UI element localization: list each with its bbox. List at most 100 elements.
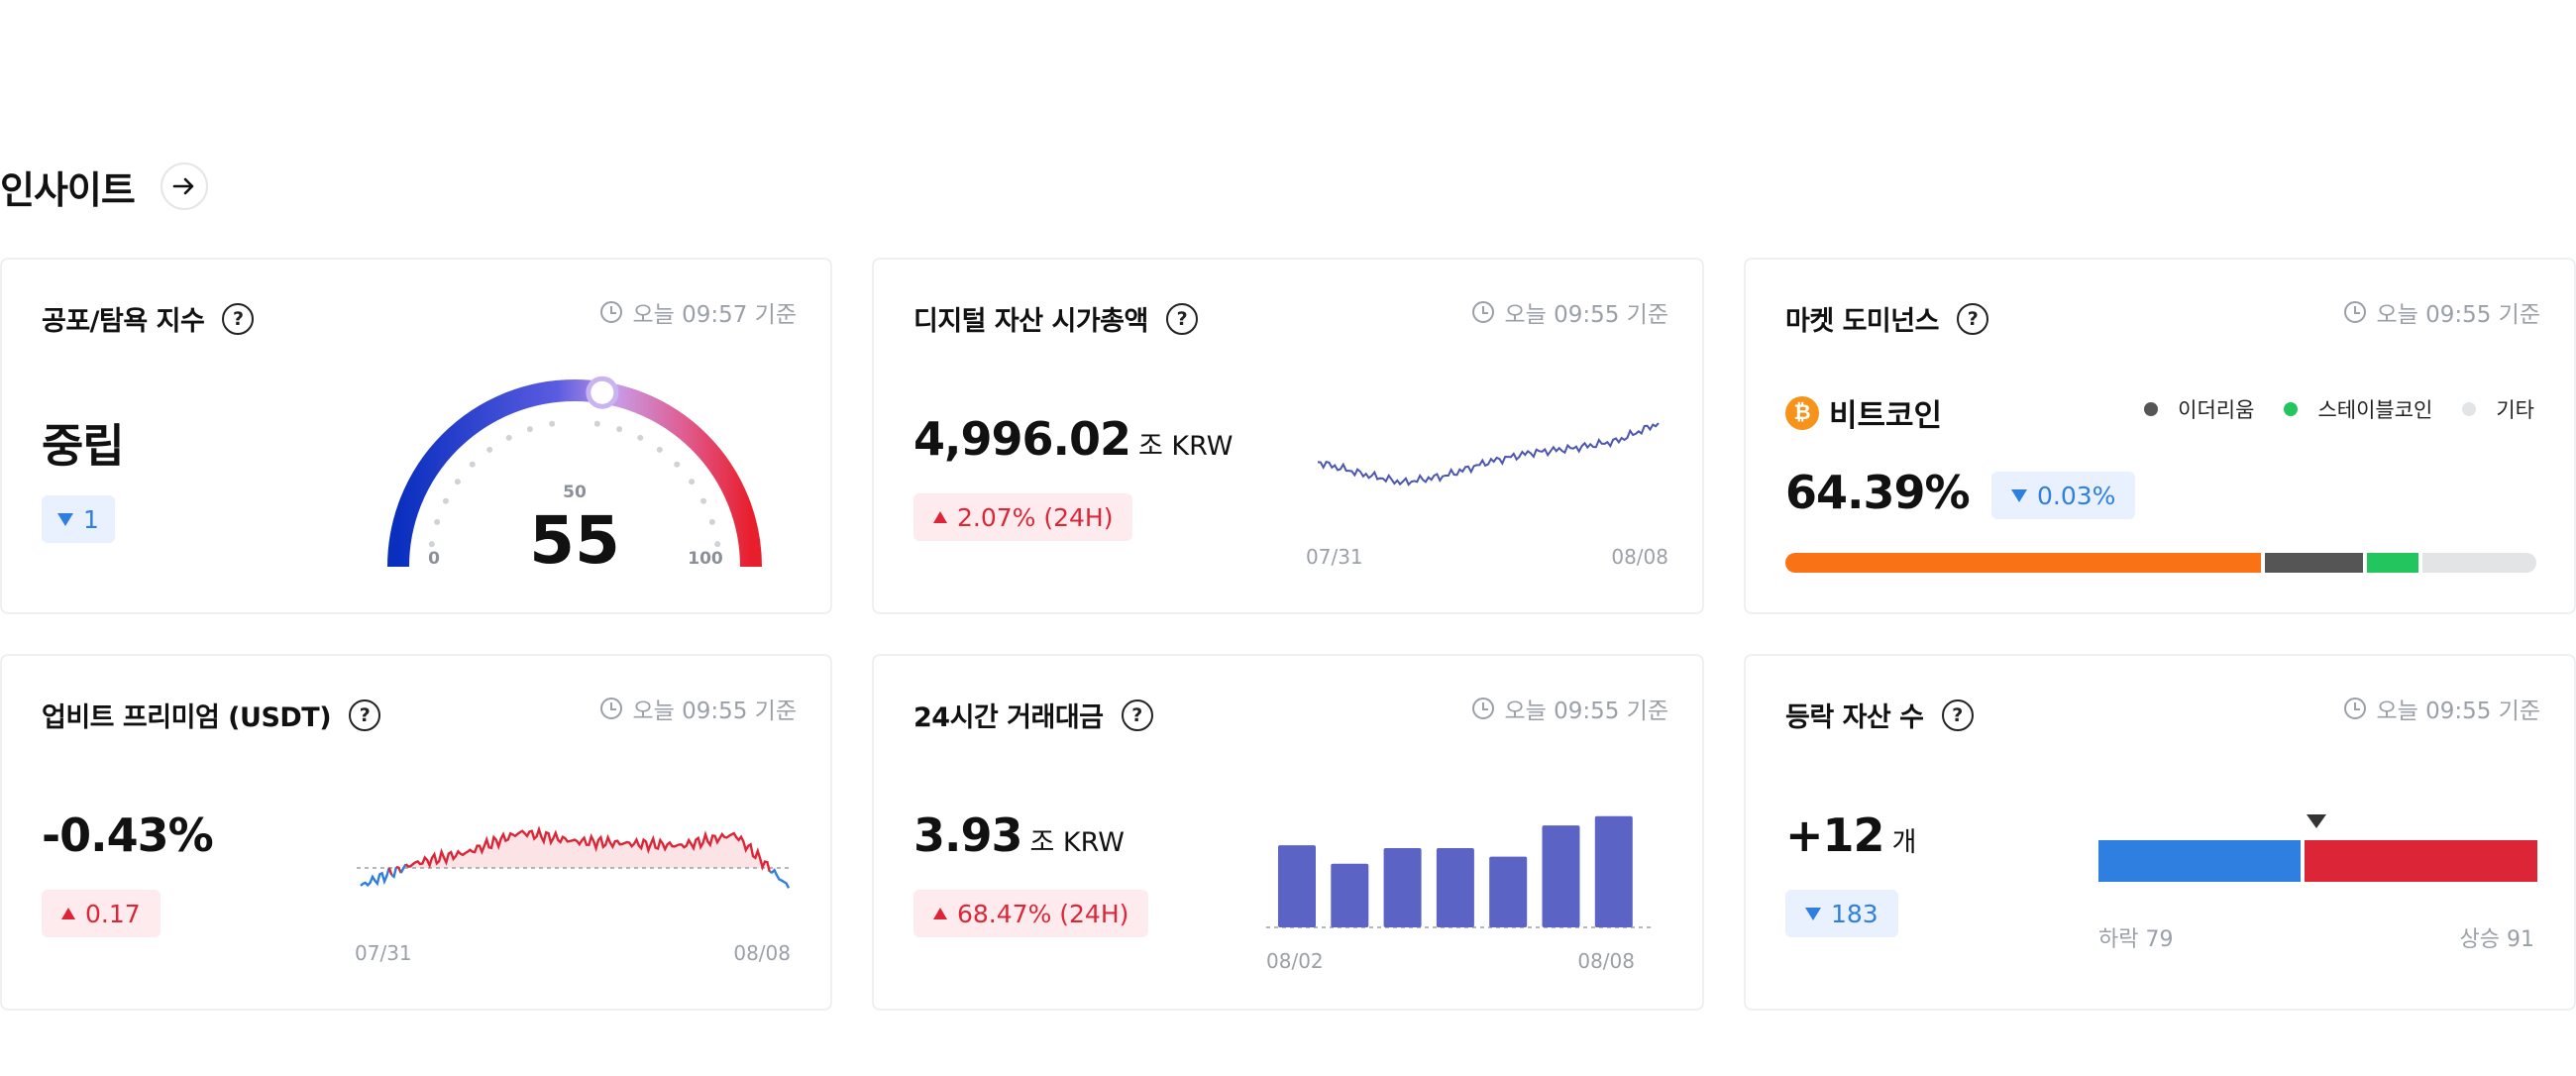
card-title: 등락 자산 수 ? [1785,696,1974,734]
rising-segment [2305,840,2537,882]
gauge-tick [689,479,696,485]
sentiment-label: 중립 [42,419,125,473]
legend-label: 기타 [2496,398,2534,422]
volume-card[interactable]: 24시간 거래대금 ? 오늘 09:55 기준 3.93 조 KRW 68.47%… [872,654,1704,1011]
legend-dot [2144,402,2159,416]
gauge-ticks [428,420,721,548]
dominance-segment-ethereum [2265,553,2363,573]
volume-bar [1278,845,1316,927]
volume-bar-chart [1266,815,1653,928]
change-badge: 0.17 [42,890,161,937]
upbit-premium-card[interactable]: 업비트 프리미엄 (USDT) ? 오늘 09:55 기준 -0.43% 0.1… [0,654,832,1011]
arrow-right-icon[interactable] [160,162,208,210]
change-badge: 68.47% (24H) [913,890,1149,937]
x-axis-start: 07/31 [1306,545,1363,569]
legend-dot [2284,402,2299,416]
value-unit: 조 KRW [1029,827,1126,858]
timestamp: 오늘 09:55 기준 [2344,692,2540,725]
gauge-tick [434,518,441,525]
dominance-segment-other [2422,553,2536,573]
gauge-tick [593,420,600,427]
premium-series-line [390,866,398,879]
advancers-card[interactable]: 등락 자산 수 ? 오늘 09:55 기준 +12 개 183 하락 79 상승 … [1744,654,2576,1011]
card-title: 업비트 프리미엄 (USDT) ? [42,696,381,734]
legend-label: 스테이블코인 [2317,398,2433,422]
clock-icon [600,698,623,719]
timestamp: 오늘 09:55 기준 [600,692,797,725]
balance-marker-icon [2306,814,2326,828]
dominance-segment-bitcoin [1785,553,2262,573]
premium-positive-area [361,829,789,868]
clock-icon [2344,301,2367,323]
timestamp: 오늘 09:55 기준 [1472,295,1668,329]
volume-bar [1331,863,1369,927]
bitcoin-icon: ₿ [1785,395,1819,430]
help-icon[interactable]: ? [1165,302,1198,335]
timestamp-text: 오늘 09:55 기준 [1504,699,1668,724]
volume-bar [1489,856,1528,927]
gauge-tick [674,461,681,468]
change-value: 68.47% (24H) [957,899,1129,928]
change-badge: 1 [42,495,115,543]
volume-value: 3.93 조 KRW [913,808,1125,862]
x-axis-start: 07/31 [355,941,412,965]
up-triangle-icon [933,908,947,919]
volume-bar [1383,848,1422,927]
gauge-tick [526,426,533,433]
value-number: +12 [1785,808,1885,862]
value-number: 3.93 [913,808,1022,862]
down-triangle-icon [57,512,73,526]
volume-title: 24시간 거래대금 [913,702,1104,733]
gauge-min-label: 0 [428,549,440,569]
dominance-value: 64.39% [1785,466,1971,519]
premium-series-line [360,867,390,888]
market-cap-title: 디지털 자산 시가총액 [913,306,1148,337]
timestamp: 오늘 09:55 기준 [1472,692,1668,725]
legend-item-other: 기타 [2462,394,2534,424]
card-title: 마켓 도미넌스 ? [1785,299,1988,338]
help-icon[interactable]: ? [222,302,255,335]
premium-series-line [399,863,407,874]
up-triangle-icon [933,511,947,523]
falling-segment [2098,840,2301,882]
help-icon[interactable]: ? [1121,699,1153,731]
x-axis-end: 08/08 [1577,949,1635,973]
fear-greed-card[interactable]: 공포/탐욕 지수 ? 오늘 09:57 기준 중립 1 50 0 100 55 [0,258,832,614]
legend-item-stablecoin: 스테이블코인 [2284,394,2432,424]
timestamp-text: 오늘 09:57 기준 [632,302,797,328]
gauge-max-label: 100 [688,549,723,569]
dominance-bar [1785,553,2536,573]
gauge-indicator [586,376,619,409]
market-cap-line-chart [1317,422,1660,486]
change-value: 183 [1831,899,1878,928]
premium-title: 업비트 프리미엄 (USDT) [42,702,332,733]
legend-item-ethereum: 이더리움 [2144,394,2254,424]
gauge-tick [700,497,707,504]
change-badge: 183 [1785,890,1898,937]
change-badge: 0.03% [1991,472,2136,519]
market-cap-card[interactable]: 디지털 자산 시가총액 ? 오늘 09:55 기준 4,996.02 조 KRW … [872,258,1704,614]
coin-name: 비트코인 [1829,398,1943,434]
market-dominance-card[interactable]: 마켓 도미넌스 ? 오늘 09:55 기준 ₿ 비트코인 이더리움 스테이블코인… [1744,258,2576,614]
premium-series-line [387,867,393,876]
legend-label: 이더리움 [2178,398,2255,422]
timestamp-text: 오늘 09:55 기준 [2376,302,2540,328]
x-axis-end: 08/08 [733,941,791,965]
rising-label: 상승 91 [2459,927,2534,952]
gauge-mid-label: 50 [563,483,587,502]
change-value: 2.07% (24H) [957,502,1114,532]
clock-icon [1472,698,1495,719]
clock-icon [600,301,623,323]
timestamp: 오늘 09:57 기준 [600,295,797,329]
advancers-title: 등락 자산 수 [1785,702,1924,733]
fear-greed-title: 공포/탐욕 지수 [42,306,205,337]
value-unit: 조 KRW [1138,431,1234,462]
help-icon[interactable]: ? [1941,699,1974,731]
timestamp-text: 오늘 09:55 기준 [632,699,797,724]
help-icon[interactable]: ? [349,699,381,731]
gauge-tick [616,426,623,433]
down-triangle-icon [2011,488,2027,502]
up-triangle-icon [61,908,75,919]
volume-bar [1436,848,1474,927]
help-icon[interactable]: ? [1956,302,1988,335]
